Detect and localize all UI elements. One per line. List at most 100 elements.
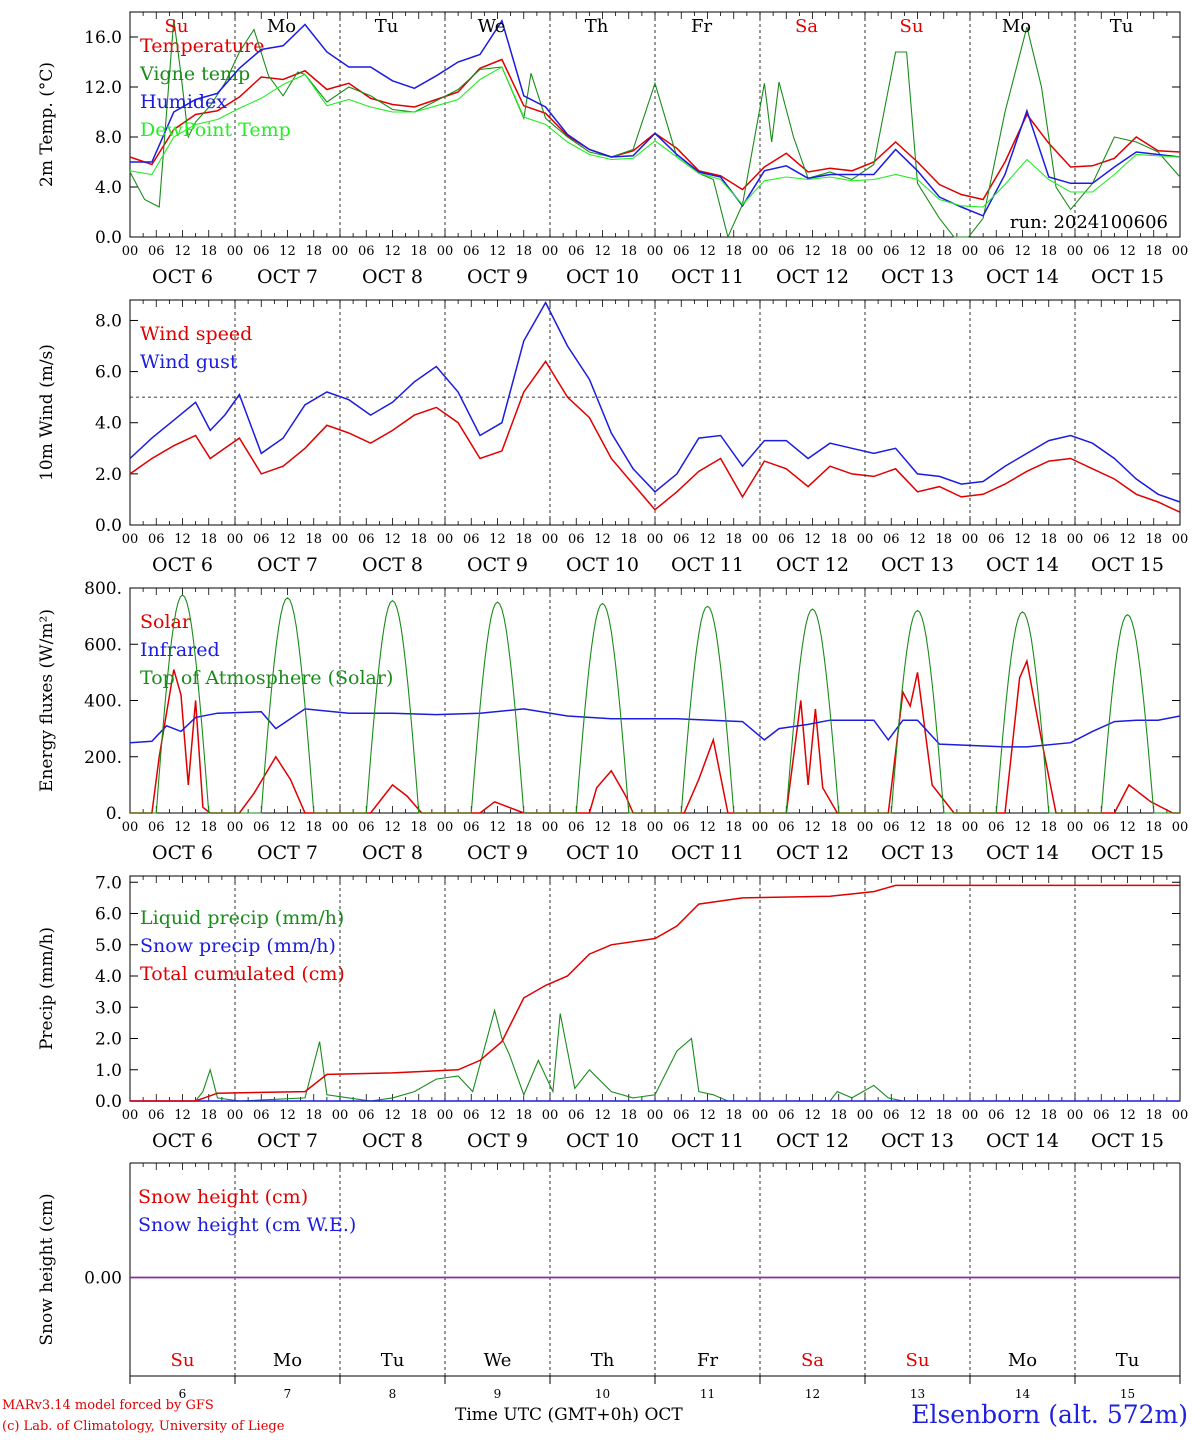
- series-line-wind-speed: [129, 360, 1181, 513]
- date-label: OCT 9: [467, 1130, 528, 1152]
- hour-tick-label: 18: [935, 244, 952, 259]
- hour-tick-label: 00: [962, 820, 979, 835]
- y-tick-label: 0.0: [95, 1092, 122, 1112]
- hour-tick-label: 18: [200, 244, 217, 259]
- hour-tick-label: 12: [909, 244, 926, 259]
- date-label: OCT 14: [986, 842, 1059, 864]
- hour-tick-label: 18: [620, 532, 637, 547]
- weekday-label: Su: [900, 16, 924, 37]
- hour-tick-label: 18: [935, 532, 952, 547]
- hour-tick-label: 00: [332, 244, 349, 259]
- date-label: OCT 7: [257, 554, 318, 576]
- hour-tick-label: 06: [778, 820, 795, 835]
- date-label: OCT 10: [566, 266, 639, 288]
- credit-line-2: (c) Lab. of Climatology, University of L…: [2, 1419, 285, 1434]
- hour-tick-label: 06: [568, 1108, 585, 1123]
- day-number: 10: [595, 1387, 610, 1401]
- hour-tick-label: 12: [1119, 1108, 1136, 1123]
- hour-tick-label: 06: [988, 820, 1005, 835]
- hour-tick-label: 06: [358, 820, 375, 835]
- run-label: run: 2024100606: [1010, 212, 1168, 233]
- hour-tick-label: 18: [725, 244, 742, 259]
- hour-tick-label: 06: [883, 532, 900, 547]
- date-label: OCT 6: [152, 266, 213, 288]
- weekday-label: Sa: [795, 16, 818, 37]
- legend-entry: Vigne temp: [139, 63, 250, 85]
- date-label: OCT 14: [986, 266, 1059, 288]
- hour-tick-label: 06: [988, 244, 1005, 259]
- hour-tick-label: 18: [200, 532, 217, 547]
- hour-tick-label: 18: [1040, 532, 1057, 547]
- hour-tick-label: 00: [1172, 1108, 1189, 1123]
- hour-tick-label: 12: [804, 1108, 821, 1123]
- hour-tick-label: 06: [1093, 244, 1110, 259]
- day-number: 9: [494, 1387, 502, 1401]
- day-number: 7: [284, 1387, 292, 1401]
- hour-tick-label: 12: [1014, 820, 1031, 835]
- hour-tick-label: 00: [122, 820, 139, 835]
- y-axis-label: 2m Temp. (°C): [37, 62, 57, 187]
- hour-tick-label: 12: [699, 820, 716, 835]
- y-tick-label: 4.0: [95, 178, 122, 198]
- hour-tick-label: 12: [384, 1108, 401, 1123]
- hour-tick-label: 18: [1145, 820, 1162, 835]
- hour-tick-label: 12: [594, 1108, 611, 1123]
- hour-tick-label: 12: [279, 532, 296, 547]
- weekday-label-bottom: Mo: [1008, 1350, 1037, 1371]
- hour-tick-label: 18: [305, 532, 322, 547]
- hour-tick-label: 00: [437, 532, 454, 547]
- series-line-dewpoint-temp: [129, 66, 1181, 208]
- date-label: OCT 7: [257, 1130, 318, 1152]
- hour-tick-label: 00: [752, 244, 769, 259]
- station-label: Elsenborn (alt. 572m): [911, 1400, 1188, 1429]
- hour-tick-label: 12: [174, 244, 191, 259]
- hour-tick-label: 12: [699, 532, 716, 547]
- legend-entry: Infrared: [140, 639, 220, 661]
- panel-frame-2: [129, 587, 1181, 814]
- hour-tick-label: 06: [673, 1108, 690, 1123]
- weekday-label-bottom: Tu: [381, 1350, 405, 1371]
- hour-tick-label: 00: [1172, 532, 1189, 547]
- hour-tick-label: 12: [174, 1108, 191, 1123]
- hour-tick-label: 00: [752, 532, 769, 547]
- hour-tick-label: 18: [410, 244, 427, 259]
- hour-tick-label: 06: [778, 1108, 795, 1123]
- hour-tick-label: 18: [935, 820, 952, 835]
- date-label: OCT 15: [1091, 266, 1164, 288]
- hour-tick-label: 18: [830, 820, 847, 835]
- hour-tick-label: 12: [279, 244, 296, 259]
- legend-entry: DewPoint Temp: [140, 119, 291, 141]
- hour-tick-label: 00: [752, 1108, 769, 1123]
- legend-entry: Snow height (cm): [138, 1186, 308, 1208]
- hour-tick-label: 12: [489, 244, 506, 259]
- date-label: OCT 10: [566, 1130, 639, 1152]
- hour-tick-label: 06: [883, 244, 900, 259]
- hour-tick-label: 12: [1014, 244, 1031, 259]
- hour-tick-label: 18: [725, 1108, 742, 1123]
- hour-tick-label: 00: [857, 532, 874, 547]
- hour-tick-label: 00: [1067, 244, 1084, 259]
- hour-tick-label: 00: [647, 244, 664, 259]
- date-label: OCT 7: [257, 266, 318, 288]
- hour-tick-label: 12: [909, 1108, 926, 1123]
- date-label: OCT 12: [776, 266, 849, 288]
- hour-tick-label: 12: [1014, 1108, 1031, 1123]
- y-tick-label: 8.0: [95, 311, 122, 331]
- legend-entry: Humidex: [140, 91, 227, 113]
- y-tick-label: 16.0: [84, 28, 122, 48]
- weekday-label-bottom: Su: [906, 1350, 930, 1371]
- hour-tick-label: 06: [253, 532, 270, 547]
- weekday-label-bottom: Tu: [1116, 1350, 1140, 1371]
- y-tick-label: 5.0: [95, 936, 122, 956]
- hour-tick-label: 06: [253, 1108, 270, 1123]
- series-line-humidex: [130, 19, 1181, 217]
- y-tick-label: 800.: [84, 579, 122, 599]
- hour-tick-label: 12: [699, 1108, 716, 1123]
- hour-tick-label: 18: [515, 820, 532, 835]
- hour-tick-label: 00: [437, 820, 454, 835]
- hour-tick-label: 00: [1172, 820, 1189, 835]
- y-tick-label: 0.0: [95, 228, 122, 248]
- date-label: OCT 11: [671, 842, 744, 864]
- hour-tick-label: 12: [594, 244, 611, 259]
- hour-tick-label: 06: [463, 820, 480, 835]
